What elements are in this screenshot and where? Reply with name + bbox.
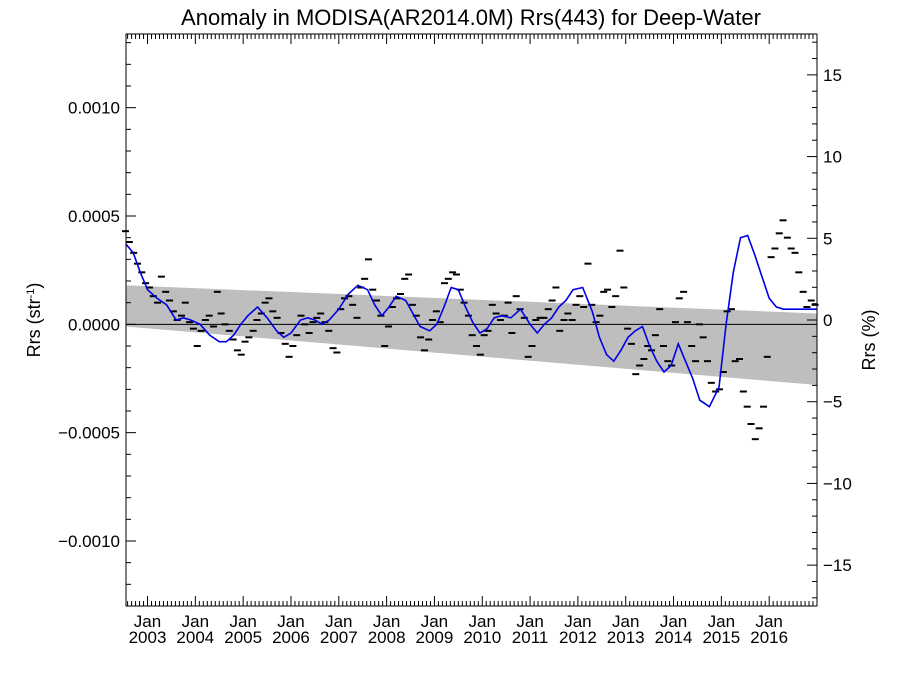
x-tick-month-label: Jan — [516, 612, 543, 631]
x-tick-month-label: Jan — [660, 612, 687, 631]
x-tick-month-label: Jan — [325, 612, 352, 631]
left-tick-label: −0.0005 — [58, 424, 120, 443]
y-axis-label-left: Rrs (str-1) — [24, 283, 44, 358]
right-tick-label: −15 — [823, 556, 852, 575]
x-tick-month-label: Jan — [708, 612, 735, 631]
x-tick-year-label: 2009 — [416, 628, 454, 647]
x-tick-year-label: 2007 — [320, 628, 358, 647]
x-tick-month-label: Jan — [182, 612, 209, 631]
x-tick-month-label: Jan — [612, 612, 639, 631]
x-tick-month-label: Jan — [277, 612, 304, 631]
smoothed-series-line — [125, 234, 817, 408]
right-tick-label: 5 — [823, 229, 832, 248]
smoothed-line-layer — [125, 234, 817, 408]
x-tick-year-label: 2011 — [512, 628, 549, 647]
x-tick-year-label: 2015 — [702, 628, 740, 647]
x-tick-year-label: 2012 — [559, 628, 597, 647]
x-tick-month-label: Jan — [564, 612, 591, 631]
x-tick-month-label: Jan — [421, 612, 448, 631]
right-tick-label: −5 — [823, 393, 842, 412]
right-tick-label: −10 — [823, 474, 852, 493]
x-axis: Jan2003Jan2004Jan2005Jan2006Jan2007Jan20… — [127, 34, 818, 647]
left-axis: 0.0010 0.0005 0.0000 −0.0005 −0.0010 — [58, 42, 136, 585]
y-axis-label-right: Rrs (%) — [859, 310, 879, 371]
right-tick-label: 0 — [823, 311, 832, 330]
left-tick-label: −0.0010 — [58, 532, 120, 551]
x-tick-month-label: Jan — [469, 612, 496, 631]
x-tick-year-label: 2004 — [176, 628, 214, 647]
x-tick-year-label: 2006 — [272, 628, 310, 647]
x-tick-year-label: 2013 — [607, 628, 645, 647]
right-tick-label: 15 — [823, 66, 842, 85]
x-tick-month-label: Jan — [373, 612, 400, 631]
x-tick-year-label: 2010 — [463, 628, 501, 647]
x-tick-year-label: 2005 — [224, 628, 262, 647]
x-tick-year-label: 2016 — [750, 628, 788, 647]
x-tick-year-label: 2008 — [368, 628, 406, 647]
left-tick-label: 0.0005 — [68, 207, 120, 226]
x-tick-year-label: 2003 — [129, 628, 167, 647]
x-tick-month-label: Jan — [229, 612, 256, 631]
x-tick-month-label: Jan — [755, 612, 782, 631]
right-tick-label: 10 — [823, 148, 842, 167]
right-axis: 15 10 5 0 −5 −10 −15 — [807, 41, 852, 599]
chart-title: Anomaly in MODISA(AR2014.0M) Rrs(443) fo… — [181, 5, 761, 30]
x-tick-month-label: Jan — [134, 612, 161, 631]
x-tick-year-label: 2014 — [655, 628, 693, 647]
left-tick-label: 0.0010 — [68, 99, 120, 118]
left-tick-label: 0.0000 — [68, 315, 120, 334]
